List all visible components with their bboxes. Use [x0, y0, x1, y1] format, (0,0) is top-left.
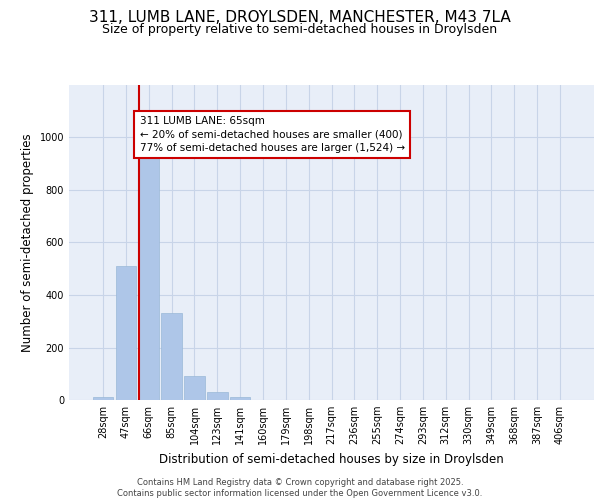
Text: 311, LUMB LANE, DROYLSDEN, MANCHESTER, M43 7LA: 311, LUMB LANE, DROYLSDEN, MANCHESTER, M…	[89, 10, 511, 25]
Bar	[139, 138, 159, 400]
Bar	[161, 314, 182, 400]
X-axis label: Distribution of semi-detached houses by size in Droylsden: Distribution of semi-detached houses by …	[159, 452, 504, 466]
Bar	[116, 266, 136, 400]
Text: 311 LUMB LANE: 65sqm
← 20% of semi-detached houses are smaller (400)
77% of semi: 311 LUMB LANE: 65sqm ← 20% of semi-detac…	[140, 116, 405, 153]
Bar	[93, 398, 113, 400]
Bar	[184, 376, 205, 400]
Bar	[230, 398, 250, 400]
Y-axis label: Number of semi-detached properties: Number of semi-detached properties	[21, 133, 34, 352]
Bar	[207, 392, 227, 400]
Text: Size of property relative to semi-detached houses in Droylsden: Size of property relative to semi-detach…	[103, 22, 497, 36]
Text: Contains HM Land Registry data © Crown copyright and database right 2025.
Contai: Contains HM Land Registry data © Crown c…	[118, 478, 482, 498]
